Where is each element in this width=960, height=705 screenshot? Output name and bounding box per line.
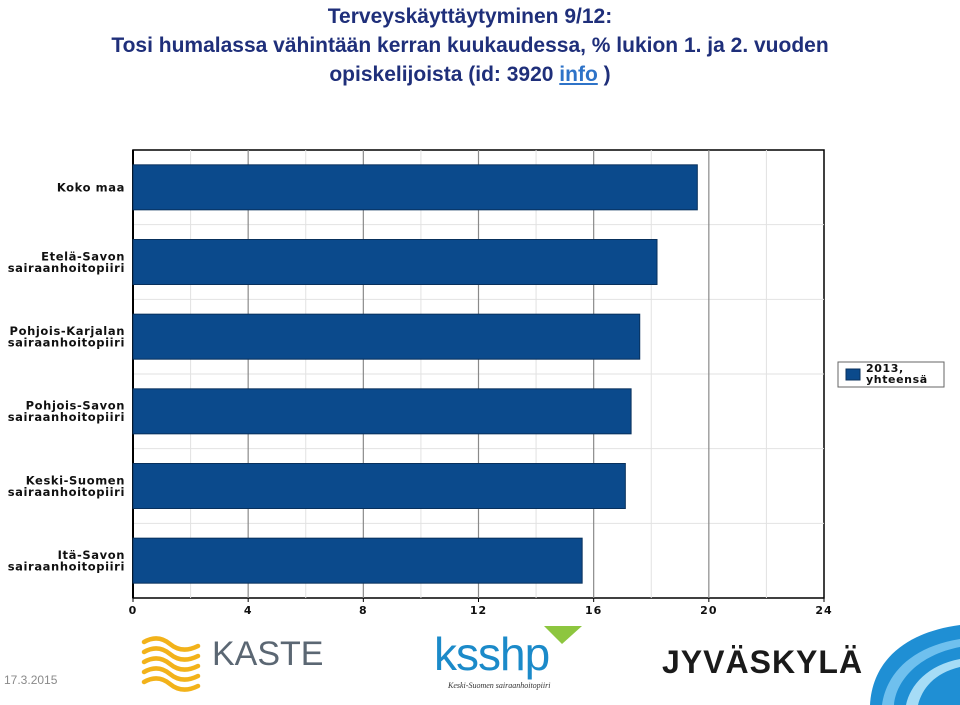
bar <box>132 463 626 509</box>
title-line-3-suffix: ) <box>603 63 611 86</box>
bar-chart: Koko maaEtelä-SavonsairaanhoitopiiriPohj… <box>8 149 945 617</box>
bar <box>132 388 632 435</box>
jyvaskyla-logo-text: JYVÄSKYLÄ <box>662 644 863 680</box>
legend-box <box>837 361 945 388</box>
bar <box>132 537 583 584</box>
x-tick-label: 4 <box>244 604 253 617</box>
legend-label: yhteensä <box>866 373 928 386</box>
category-label: Keski-Suomen <box>26 473 125 487</box>
title-line-3: opiskelijoista (id: 3920 info ) <box>0 60 940 89</box>
category-label: sairaanhoitopiiri <box>8 559 125 573</box>
jyvaskyla-logo: JYVÄSKYLÄ <box>662 625 960 705</box>
category-label: Pohjois-Karjalan <box>10 324 125 338</box>
x-tick-label: 12 <box>470 604 487 617</box>
category-label: sairaanhoitopiiri <box>8 335 125 349</box>
x-tick-label: 8 <box>359 604 368 617</box>
category-label: Pohjois-Savon <box>26 399 125 413</box>
x-tick-label: 24 <box>815 604 832 617</box>
chart-title: Terveyskäyttäytyminen 9/12: Tosi humalas… <box>0 2 940 89</box>
ksshp-logo-text: ksshp <box>434 628 549 680</box>
kaste-logo: KASTE <box>141 635 323 692</box>
category-label: sairaanhoitopiiri <box>8 485 125 499</box>
title-line-3-prefix: opiskelijoista (id: 3920 <box>329 63 554 86</box>
ksshp-logo: ksshp Keski-Suomen sairaanhoitopiiri <box>434 626 582 690</box>
kaste-logo-text: KASTE <box>212 635 323 673</box>
ksshp-logo-subtitle: Keski-Suomen sairaanhoitopiiri <box>447 681 550 690</box>
title-line-2: Tosi humalassa vähintään kerran kuukaude… <box>111 34 829 57</box>
ksshp-leaf-icon <box>544 626 582 644</box>
bar <box>132 239 658 285</box>
category-label: Etelä-Savon <box>41 249 125 263</box>
x-tick-label: 0 <box>129 604 138 617</box>
kaste-wave-icon <box>141 636 201 692</box>
title-line-1: Terveyskäyttäytyminen 9/12: <box>327 5 613 28</box>
info-link[interactable]: info <box>559 63 598 86</box>
jyvaskyla-wave-icon <box>870 625 960 705</box>
legend-swatch <box>845 368 861 381</box>
legend-label: 2013, <box>866 362 904 375</box>
category-label: sairaanhoitopiiri <box>8 261 125 275</box>
x-tick-label: 16 <box>585 604 602 617</box>
bar <box>132 164 698 211</box>
category-label: Koko maa <box>57 180 125 194</box>
category-label: sairaanhoitopiiri <box>8 410 125 424</box>
x-tick-label: 20 <box>700 604 717 617</box>
bar <box>132 313 641 360</box>
category-label: Itä-Savon <box>58 548 125 562</box>
date-label: 17.3.2015 <box>4 673 58 687</box>
